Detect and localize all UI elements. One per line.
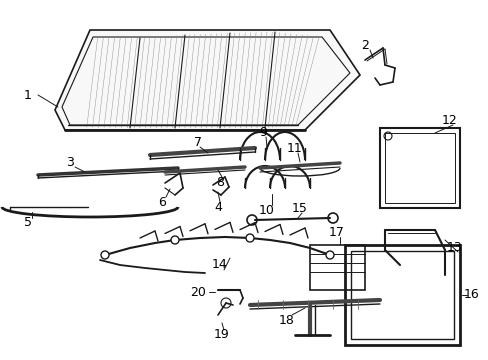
Bar: [350, 251, 453, 339]
Text: 11: 11: [286, 141, 302, 154]
Text: 19: 19: [214, 328, 229, 342]
Text: 15: 15: [291, 202, 307, 215]
Text: 13: 13: [446, 240, 462, 253]
Text: 17: 17: [328, 225, 344, 239]
Text: 9: 9: [259, 126, 266, 139]
Circle shape: [101, 251, 109, 259]
Text: 3: 3: [66, 156, 74, 168]
Bar: [309, 245, 364, 290]
Text: 1: 1: [24, 89, 32, 102]
Circle shape: [325, 251, 333, 259]
Bar: [345, 245, 459, 345]
Circle shape: [245, 234, 253, 242]
Text: 6: 6: [158, 195, 165, 208]
Text: 7: 7: [194, 135, 202, 149]
Bar: [384, 133, 454, 203]
Text: 4: 4: [214, 201, 222, 213]
Text: 10: 10: [259, 203, 274, 216]
Polygon shape: [55, 30, 359, 130]
Text: 20: 20: [190, 285, 205, 298]
Text: 5: 5: [24, 216, 32, 229]
Circle shape: [171, 236, 179, 244]
Bar: [379, 128, 459, 208]
Text: 18: 18: [279, 314, 294, 327]
Text: 14: 14: [212, 258, 227, 271]
Text: 8: 8: [216, 176, 224, 189]
Text: 12: 12: [441, 113, 457, 126]
Text: 2: 2: [360, 39, 368, 51]
Text: 16: 16: [463, 288, 479, 302]
